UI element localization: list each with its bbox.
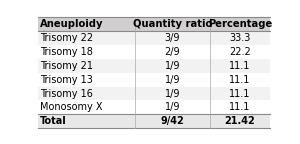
FancyBboxPatch shape: [135, 59, 210, 73]
FancyBboxPatch shape: [135, 114, 210, 128]
FancyBboxPatch shape: [210, 87, 270, 101]
Text: 1/9: 1/9: [165, 75, 180, 85]
FancyBboxPatch shape: [38, 45, 135, 59]
FancyBboxPatch shape: [210, 31, 270, 45]
FancyBboxPatch shape: [135, 101, 210, 114]
FancyBboxPatch shape: [135, 45, 210, 59]
FancyBboxPatch shape: [210, 114, 270, 128]
Text: 1/9: 1/9: [165, 89, 180, 98]
FancyBboxPatch shape: [135, 73, 210, 87]
FancyBboxPatch shape: [210, 59, 270, 73]
FancyBboxPatch shape: [135, 87, 210, 101]
FancyBboxPatch shape: [135, 31, 210, 45]
Text: Percentage: Percentage: [208, 19, 272, 29]
Text: Trisomy 13: Trisomy 13: [40, 75, 93, 85]
FancyBboxPatch shape: [210, 101, 270, 114]
Text: Aneuploidy: Aneuploidy: [40, 19, 104, 29]
Text: 11.1: 11.1: [229, 102, 250, 112]
Text: 2/9: 2/9: [164, 47, 180, 57]
FancyBboxPatch shape: [38, 31, 135, 45]
FancyBboxPatch shape: [210, 73, 270, 87]
Text: Total: Total: [40, 116, 67, 126]
FancyBboxPatch shape: [38, 87, 135, 101]
Text: 21.42: 21.42: [224, 116, 255, 126]
Text: Trisomy 18: Trisomy 18: [40, 47, 93, 57]
Text: 1/9: 1/9: [165, 61, 180, 71]
Text: 33.3: 33.3: [229, 33, 250, 43]
Text: 11.1: 11.1: [229, 61, 250, 71]
Text: Monosomy X: Monosomy X: [40, 102, 103, 112]
Text: Trisomy 16: Trisomy 16: [40, 89, 93, 98]
FancyBboxPatch shape: [38, 59, 135, 73]
FancyBboxPatch shape: [38, 73, 135, 87]
FancyBboxPatch shape: [210, 17, 270, 31]
FancyBboxPatch shape: [38, 114, 135, 128]
Text: 3/9: 3/9: [165, 33, 180, 43]
FancyBboxPatch shape: [210, 45, 270, 59]
Text: Quantity ratio: Quantity ratio: [133, 19, 212, 29]
Text: 9/42: 9/42: [160, 116, 184, 126]
FancyBboxPatch shape: [38, 101, 135, 114]
Text: 11.1: 11.1: [229, 89, 250, 98]
FancyBboxPatch shape: [38, 17, 135, 31]
Text: 11.1: 11.1: [229, 75, 250, 85]
Text: Trisomy 22: Trisomy 22: [40, 33, 93, 43]
Text: 1/9: 1/9: [165, 102, 180, 112]
FancyBboxPatch shape: [135, 17, 210, 31]
Text: 22.2: 22.2: [229, 47, 251, 57]
Text: Trisomy 21: Trisomy 21: [40, 61, 93, 71]
